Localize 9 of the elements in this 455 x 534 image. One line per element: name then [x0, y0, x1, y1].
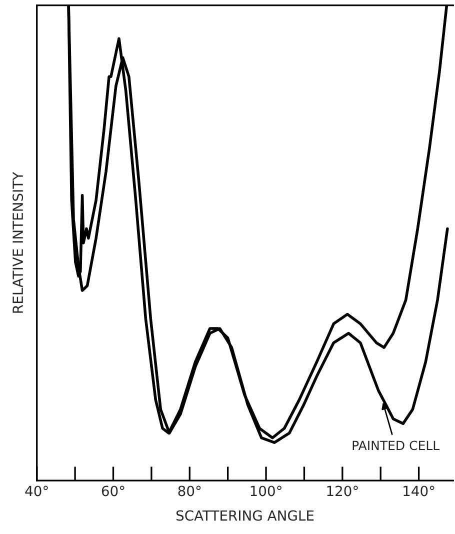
y-axis-title: RELATIVE INTENSITY [12, 172, 24, 313]
x-tick-label: 80° [178, 486, 201, 496]
x-tick-label: 40° [25, 486, 48, 496]
x-axis-title: SCATTERING ANGLE [176, 510, 314, 521]
x-tick-label: 140° [404, 486, 434, 496]
x-tick-label: 100° [250, 486, 282, 496]
x-tick-label: 60° [102, 486, 124, 496]
annotation: PAINTED CELL [352, 440, 440, 450]
x-tick-label: 120° [327, 486, 358, 496]
